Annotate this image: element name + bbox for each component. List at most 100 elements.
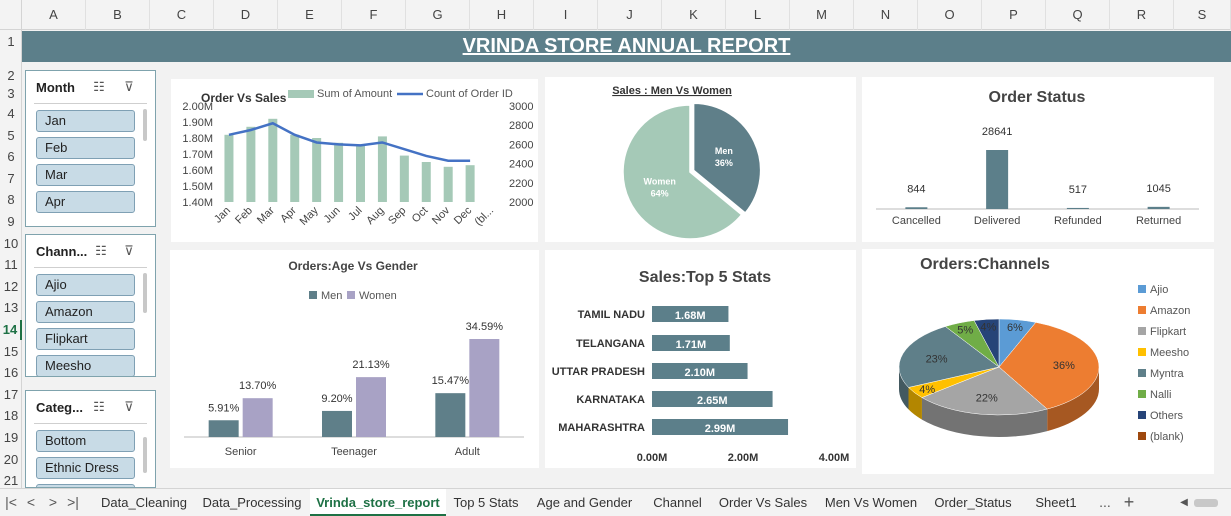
slicer-item[interactable]: Amazon (36, 301, 135, 323)
row-header[interactable]: 1 (7, 34, 15, 49)
horizontal-scroll-left-icon[interactable]: ◀ (1180, 497, 1188, 508)
column-header[interactable]: D (214, 0, 278, 30)
sheet-tab[interactable]: Data_Processing (202, 495, 302, 510)
slicer-item[interactable]: Meesho (36, 355, 135, 376)
column-header[interactable]: R (1110, 0, 1174, 30)
slicer-scrollbar[interactable] (143, 437, 147, 473)
row-header[interactable]: 12 (3, 279, 19, 294)
multi-select-icon[interactable]: ☷ (93, 399, 105, 414)
slicer-channel[interactable]: Chann... ☷ ⊽ Ajio Amazon Flipkart Meesho (25, 234, 156, 377)
sheet-tab[interactable]: Vrinda_store_report (310, 489, 446, 516)
slicer-item[interactable]: Feb (36, 137, 135, 159)
column-header[interactable]: E (278, 0, 342, 30)
sheet-tab[interactable]: Order Vs Sales (718, 495, 808, 510)
slicer-item[interactable]: Jan (36, 110, 135, 132)
row-header[interactable]: 11 (4, 257, 18, 272)
row-header[interactable]: 13 (3, 300, 19, 315)
row-header[interactable]: 2 (7, 68, 15, 83)
column-header[interactable]: H (470, 0, 534, 30)
add-sheet-button[interactable]: + (1123, 492, 1135, 512)
sheet-tab[interactable]: Order_Status (934, 495, 1012, 510)
row-header[interactable]: 17 (3, 387, 19, 402)
chart-men-vs-women[interactable]: Sales : Men Vs Women Men 36% Women 64% (545, 77, 856, 242)
next-sheet-button[interactable]: > (48, 494, 58, 510)
prev-sheet-button[interactable]: < (26, 494, 36, 510)
multi-select-icon[interactable]: ☷ (93, 79, 105, 94)
row-header[interactable]: 15 (3, 344, 19, 359)
column-header[interactable]: L (726, 0, 790, 30)
column-header[interactable]: S (1174, 0, 1231, 30)
row-header[interactable]: 19 (3, 430, 19, 445)
column-header[interactable]: F (342, 0, 406, 30)
row-header[interactable]: 18 (3, 408, 19, 423)
chart-order-status[interactable]: Order Status 844 Cancelled 28641 Delivered 51… (862, 77, 1214, 242)
row-header[interactable]: 8 (7, 192, 15, 207)
sheet-tab[interactable]: Channel (653, 495, 702, 510)
slicer-item[interactable]: Apr (36, 191, 135, 213)
more-sheets-button[interactable]: ... (1099, 494, 1111, 510)
row-header[interactable]: 5 (7, 128, 15, 143)
row-header[interactable]: 21 (3, 473, 19, 488)
legend-swatch (1138, 348, 1146, 356)
legend-swatch (347, 291, 355, 299)
bar (652, 419, 789, 435)
sheet-tab[interactable]: Age and Gender (536, 495, 633, 510)
column-header[interactable]: Q (1046, 0, 1110, 30)
slice-label: 23% (926, 353, 948, 365)
column-header[interactable]: M (790, 0, 854, 30)
multi-select-icon[interactable]: ☷ (95, 243, 107, 258)
y-tick-label: 1.80M (182, 133, 213, 145)
row-header[interactable]: 6 (7, 149, 15, 164)
column-header[interactable]: C (150, 0, 214, 30)
chart-orders-channels[interactable]: Orders:Channels Ajio Amazon Flipkart Meesho M… (862, 249, 1214, 474)
row-header[interactable]: 9 (7, 214, 15, 229)
row-header[interactable]: 4 (7, 106, 15, 121)
sheet-tab[interactable]: Men Vs Women (824, 495, 918, 510)
row-header[interactable]: 14 (0, 320, 22, 340)
sheet-tab[interactable]: Data_Cleaning (100, 495, 187, 510)
column-header[interactable]: B (86, 0, 150, 30)
column-header[interactable]: K (662, 0, 726, 30)
slicer-scrollbar[interactable] (143, 273, 147, 313)
y-tick-label: 2.00M (182, 101, 213, 113)
slicer-item[interactable] (36, 484, 135, 487)
column-header[interactable]: O (918, 0, 982, 30)
clear-filter-icon[interactable]: ⊽ (124, 243, 134, 258)
select-all-corner[interactable] (0, 0, 22, 30)
sheet-tab[interactable]: Sheet1 (1035, 495, 1077, 510)
column-header[interactable]: P (982, 0, 1046, 30)
data-label: 21.13% (352, 359, 390, 371)
clear-filter-icon[interactable]: ⊽ (124, 399, 134, 414)
row-header[interactable]: 10 (3, 236, 19, 251)
slicer-item[interactable]: Flipkart (36, 328, 135, 350)
chart-age-vs-gender[interactable]: Orders:Age Vs Gender Men Women 5.91% 13.70% S… (170, 250, 539, 468)
data-label: 5.91% (208, 402, 239, 414)
slicer-item[interactable]: Mar (36, 164, 135, 186)
column-header[interactable]: I (534, 0, 598, 30)
slice-label: 4% (919, 384, 935, 396)
x-tick-label: Teenager (331, 446, 377, 458)
bar (443, 166, 453, 202)
column-header[interactable]: G (406, 0, 470, 30)
slicer-month[interactable]: Month ☷ ⊽ Jan Feb Mar Apr (25, 70, 156, 227)
last-sheet-button[interactable]: >| (67, 494, 79, 510)
slicer-item[interactable]: Bottom (36, 430, 135, 452)
chart-top5-states[interactable]: Sales:Top 5 Stats TAMIL NADU 1.68M TELANGAN… (545, 250, 856, 468)
row-header[interactable]: 7 (7, 171, 15, 186)
row-header[interactable]: 16 (3, 365, 19, 380)
row-header[interactable]: 3 (7, 86, 15, 101)
row-header[interactable]: 20 (3, 452, 19, 467)
pie-slice (998, 322, 1100, 410)
first-sheet-button[interactable]: |< (5, 494, 17, 510)
column-header[interactable]: A (22, 0, 86, 30)
clear-filter-icon[interactable]: ⊽ (124, 79, 134, 94)
slicer-category[interactable]: Categ... ☷ ⊽ Bottom Ethnic Dress (25, 390, 156, 488)
slicer-item[interactable]: Ajio (36, 274, 135, 296)
horizontal-scrollbar[interactable] (1194, 499, 1218, 507)
column-header[interactable]: N (854, 0, 918, 30)
sheet-tab[interactable]: Top 5 Stats (453, 495, 519, 510)
chart-order-vs-sales[interactable]: Order Vs Sales Sum of Amount Count of Orde… (171, 79, 538, 242)
column-header[interactable]: J (598, 0, 662, 30)
slicer-scrollbar[interactable] (143, 109, 147, 141)
slicer-item[interactable]: Ethnic Dress (36, 457, 135, 479)
